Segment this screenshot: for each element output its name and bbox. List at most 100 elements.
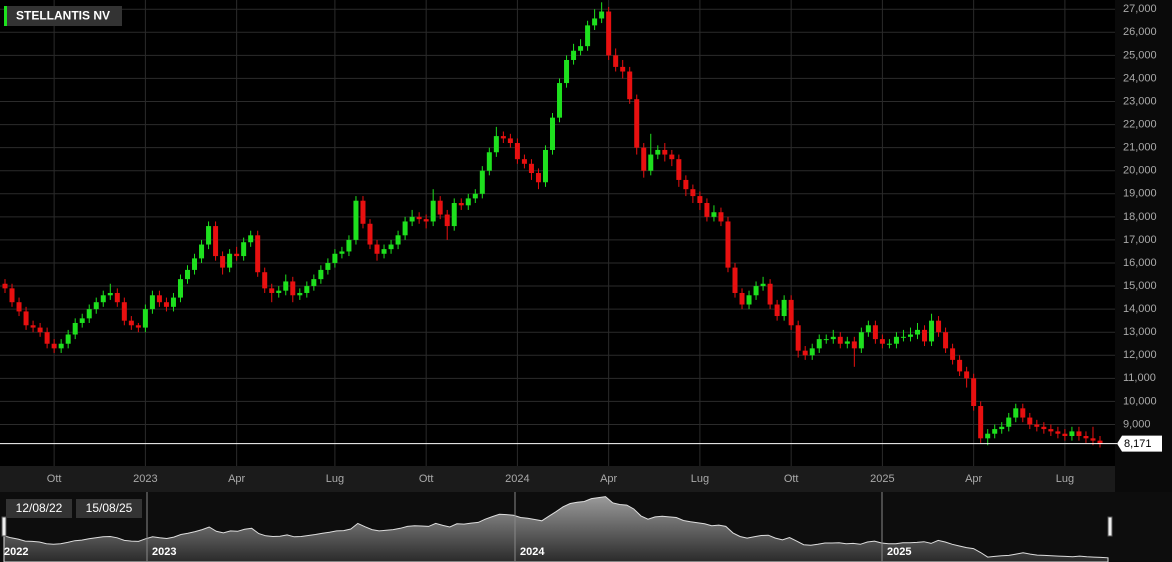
range-end[interactable]: 15/08/25 [86, 501, 133, 515]
candle-body [402, 221, 408, 236]
y-tick-label: 11,000 [1123, 372, 1156, 384]
candle-body [606, 11, 612, 56]
navigator[interactable]: 2022 2023 2024 2025 [1, 492, 1113, 562]
candle-body [360, 200, 366, 224]
candle-body [177, 279, 183, 298]
navigator-year: 2025 [887, 546, 911, 558]
candle-body [213, 226, 219, 257]
x-tick-label: Lug [1056, 473, 1074, 485]
candle-body [100, 295, 106, 303]
candle-body [886, 343, 892, 345]
candle-body [332, 253, 338, 263]
candle-body [683, 179, 689, 190]
candle-body [1013, 408, 1019, 418]
candle-body [297, 292, 303, 296]
candle-body [900, 336, 906, 338]
candle-body [915, 329, 920, 335]
y-tick-label: 21,000 [1123, 142, 1157, 154]
y-tick-label: 10,000 [1123, 395, 1157, 407]
candle-body [86, 309, 92, 319]
candle-body [627, 71, 633, 100]
candles [0, 2, 1117, 448]
candle-body [978, 406, 984, 439]
candle-body [725, 221, 731, 268]
candle-body [44, 332, 50, 344]
candle-body [388, 244, 394, 250]
candle-body [79, 318, 85, 323]
candle-body [592, 18, 598, 26]
navigator-handle[interactable] [1, 516, 7, 537]
navigator-handle[interactable] [1107, 516, 1113, 537]
candle-body [1062, 433, 1068, 437]
candle-body [578, 46, 584, 51]
candle-body [971, 378, 977, 407]
candle-body [830, 336, 836, 340]
range-end-box[interactable] [76, 499, 142, 518]
candle-body [142, 309, 148, 328]
candle-body [872, 325, 878, 340]
y-tick-label: 23,000 [1123, 95, 1157, 107]
candle-body [851, 341, 857, 349]
candle-body [732, 267, 738, 293]
candle-body [795, 325, 801, 351]
candle-body [585, 25, 591, 47]
candle-body [634, 99, 640, 148]
x-axis-strip [0, 466, 1115, 492]
range-start[interactable]: 12/08/22 [16, 501, 63, 515]
x-tick-label: 2025 [870, 473, 894, 485]
candle-body [943, 332, 949, 349]
candle-body [72, 322, 78, 335]
candle-body [844, 341, 850, 344]
candle-body [746, 295, 752, 305]
candle-body [416, 216, 422, 220]
candle-body [1069, 431, 1075, 437]
candle-body [163, 302, 169, 307]
candle-body [395, 235, 401, 245]
candle-body [641, 147, 647, 171]
candle-body [199, 244, 205, 259]
x-tick-label: Ott [47, 473, 62, 485]
navigator-year: 2024 [520, 546, 545, 558]
candle-body [816, 339, 822, 349]
candle-body [528, 163, 534, 174]
y-tick-label: 27,000 [1123, 3, 1157, 15]
candle-body [156, 295, 162, 303]
candle-body [669, 154, 675, 160]
candle-body [542, 149, 548, 183]
candle-body [760, 283, 766, 287]
candle-body [149, 295, 155, 310]
y-tick-label: 9,000 [1123, 418, 1151, 430]
last-price-label: 8,171 [1124, 438, 1152, 450]
candle-body [1020, 408, 1026, 418]
candle-body [269, 288, 275, 293]
candle-body [985, 433, 991, 439]
candle-body [858, 332, 864, 349]
candle-body [704, 203, 710, 217]
candle-body [304, 286, 310, 293]
y-tick-label: 18,000 [1123, 211, 1157, 223]
candle-body [227, 253, 233, 268]
candle-body [648, 154, 654, 171]
candle-body [170, 297, 176, 307]
candle-body [430, 200, 436, 222]
candle-body [655, 149, 661, 155]
candle-body [613, 55, 619, 67]
candle-body [206, 226, 212, 245]
y-tick-label: 25,000 [1123, 49, 1157, 61]
candle-body [486, 152, 492, 171]
y-tick-label: 24,000 [1123, 72, 1157, 84]
range-start-box[interactable] [6, 499, 72, 518]
candle-body [135, 325, 141, 328]
candle-body [283, 281, 289, 291]
candle-body [1055, 431, 1061, 434]
candle-body [907, 334, 913, 337]
candle-body [1083, 436, 1089, 439]
candle-body [950, 348, 956, 360]
candle-body [1090, 438, 1096, 441]
candle-body [374, 244, 380, 254]
x-tick-label: Ott [419, 473, 434, 485]
candle-body [58, 343, 64, 349]
candle-body [535, 173, 541, 183]
y-tick-label: 12,000 [1123, 349, 1157, 361]
y-tick-label: 16,000 [1123, 257, 1157, 269]
